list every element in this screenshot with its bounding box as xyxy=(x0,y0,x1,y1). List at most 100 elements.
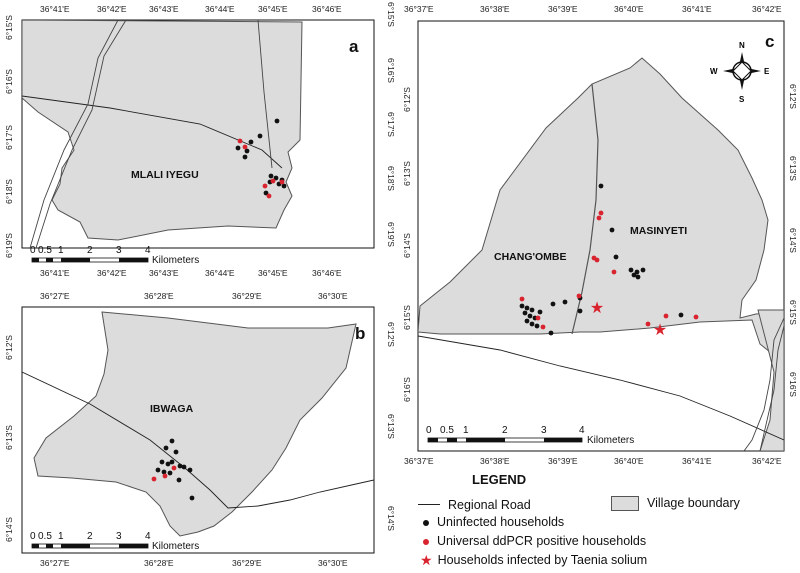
red-dot-icon xyxy=(423,538,429,545)
svg-text:36°28'E: 36°28'E xyxy=(144,558,174,568)
svg-text:36°39'E: 36°39'E xyxy=(548,456,578,466)
svg-text:36°44'E: 36°44'E xyxy=(205,268,235,278)
black-dot-icon xyxy=(423,519,429,526)
regional-road-c3 xyxy=(759,325,784,451)
scale-b-05: 0.5 xyxy=(38,531,52,542)
svg-text:36°40'E: 36°40'E xyxy=(614,4,644,14)
regional-road-a1 xyxy=(22,95,283,169)
svg-text:36°37'E: 36°37'E xyxy=(404,456,434,466)
scale-b-3: 3 xyxy=(116,531,122,542)
svg-text:Kilometers: Kilometers xyxy=(587,435,634,446)
regional-road-c1 xyxy=(418,335,784,441)
svg-text:6°16'S: 6°16'S xyxy=(788,372,798,397)
svg-text:6°13'S: 6°13'S xyxy=(402,161,412,186)
panel-c-ticks: 36°37'E 36°38'E 36°39'E 36°40'E 36°41'E … xyxy=(402,4,798,466)
svg-text:36°46'E: 36°46'E xyxy=(312,268,342,278)
svg-text:36°27'E: 36°27'E xyxy=(40,558,70,568)
village-boundary-east-strip xyxy=(757,309,784,451)
boundary-swatch-icon xyxy=(611,496,639,512)
scale-b-4: 4 xyxy=(145,531,151,542)
legend-title: LEGEND xyxy=(472,472,527,487)
svg-text:6°13'S: 6°13'S xyxy=(4,425,14,450)
svg-text:6°14'S: 6°14'S xyxy=(4,517,14,542)
svg-text:36°40'E: 36°40'E xyxy=(614,456,644,466)
compass-icon: N S E W xyxy=(710,41,770,104)
road-line-icon xyxy=(418,503,440,505)
svg-text:36°29'E: 36°29'E xyxy=(232,291,262,301)
svg-text:36°39'E: 36°39'E xyxy=(548,4,578,14)
svg-text:36°41'E: 36°41'E xyxy=(40,4,70,14)
legend-item-taenia: ★ Households infected by Taenia solium xyxy=(420,552,648,568)
svg-text:6°15'S: 6°15'S xyxy=(788,300,798,325)
panel-c-map: ★ ★ 0 0.5 1 2 3 4 Kilometers CHANG'OMBE … xyxy=(402,4,798,466)
svg-text:6°16'S: 6°16'S xyxy=(4,69,14,94)
panel-letter-c: c xyxy=(765,32,774,51)
village-boundary-ibwaga xyxy=(33,311,357,537)
svg-text:36°42'E: 36°42'E xyxy=(752,456,782,466)
svg-text:6°18'S: 6°18'S xyxy=(386,166,396,191)
regional-road-a4 xyxy=(29,20,119,248)
svg-text:6°19'S: 6°19'S xyxy=(4,233,14,258)
regional-road-c2 xyxy=(743,317,784,451)
svg-text:36°37'E: 36°37'E xyxy=(404,4,434,14)
svg-text:36°42'E: 36°42'E xyxy=(97,4,127,14)
panel-letter-b: b xyxy=(355,324,365,343)
svg-text:6°18'S: 6°18'S xyxy=(4,179,14,204)
scale-a-3: 3 xyxy=(116,245,122,256)
taenia-star-2: ★ xyxy=(653,322,667,339)
legend: LEGEND Regional Road Village boundary Un… xyxy=(418,472,798,572)
svg-text:36°27'E: 36°27'E xyxy=(40,291,70,301)
svg-text:6°13'S: 6°13'S xyxy=(788,156,798,181)
svg-text:6°16'S: 6°16'S xyxy=(386,58,396,83)
legend-item-uninfected: Uninfected households xyxy=(423,515,564,529)
regional-road-a2 xyxy=(257,20,273,169)
red-star-icon: ★ xyxy=(420,552,433,568)
scale-bar-b: 0 0.5 1 2 3 4 Kilometers xyxy=(30,531,199,552)
svg-text:6°17'S: 6°17'S xyxy=(4,125,14,150)
compass-e: E xyxy=(764,67,770,76)
svg-text:6°16'S: 6°16'S xyxy=(402,377,412,402)
svg-text:2: 2 xyxy=(502,425,508,436)
svg-text:36°38'E: 36°38'E xyxy=(480,4,510,14)
scale-a-4: 4 xyxy=(145,245,151,256)
scale-bar-a: 0 0.5 1 2 3 4 Kilometers xyxy=(30,245,199,266)
svg-text:36°29'E: 36°29'E xyxy=(232,558,262,568)
svg-text:6°14'S: 6°14'S xyxy=(788,228,798,253)
svg-text:6°13'S: 6°13'S xyxy=(386,414,396,439)
svg-text:36°30'E: 36°30'E xyxy=(318,291,348,301)
scale-a-2: 2 xyxy=(87,245,93,256)
scale-a-1: 1 xyxy=(58,245,64,256)
svg-text:6°14'S: 6°14'S xyxy=(386,506,396,531)
svg-text:36°42'E: 36°42'E xyxy=(752,4,782,14)
svg-text:36°46'E: 36°46'E xyxy=(312,4,342,14)
compass-w: W xyxy=(710,67,718,76)
svg-text:36°38'E: 36°38'E xyxy=(480,456,510,466)
svg-text:6°19'S: 6°19'S xyxy=(386,222,396,247)
panel-a-map: 0 0.5 1 2 3 4 Kilometers MLALI IYEGU a 3… xyxy=(4,2,396,278)
svg-text:6°14'S: 6°14'S xyxy=(402,233,412,258)
scale-a-unit: Kilometers xyxy=(152,255,199,266)
village-label-mlali-iyegu: MLALI IYEGU xyxy=(131,169,199,181)
svg-text:36°42'E: 36°42'E xyxy=(97,268,127,278)
svg-text:6°15'S: 6°15'S xyxy=(386,2,396,27)
panel-c-households: ★ ★ xyxy=(519,183,699,339)
compass-s: S xyxy=(739,95,745,104)
scale-a-0: 0 xyxy=(30,245,36,256)
panel-letter-a: a xyxy=(349,37,359,56)
svg-text:1: 1 xyxy=(463,425,469,436)
scale-bar-c: 0 0.5 1 2 3 4 Kilometers xyxy=(426,425,634,446)
svg-text:0: 0 xyxy=(426,425,432,436)
panel-b-households xyxy=(151,438,195,501)
panel-a-households xyxy=(235,118,287,199)
svg-text:6°12'S: 6°12'S xyxy=(788,84,798,109)
taenia-star-1: ★ xyxy=(590,300,604,317)
village-boundary-mlali-iyegu xyxy=(22,20,303,241)
legend-item-ddpcr-positive: Universal ddPCR positive households xyxy=(423,534,646,548)
scale-b-2: 2 xyxy=(87,531,93,542)
svg-text:6°15'S: 6°15'S xyxy=(4,15,14,40)
scale-a-05: 0.5 xyxy=(38,245,52,256)
regional-road-b1 xyxy=(22,371,374,509)
svg-text:36°41'E: 36°41'E xyxy=(40,268,70,278)
village-label-changombe: CHANG'OMBE xyxy=(494,251,567,263)
scale-b-0: 0 xyxy=(30,531,36,542)
